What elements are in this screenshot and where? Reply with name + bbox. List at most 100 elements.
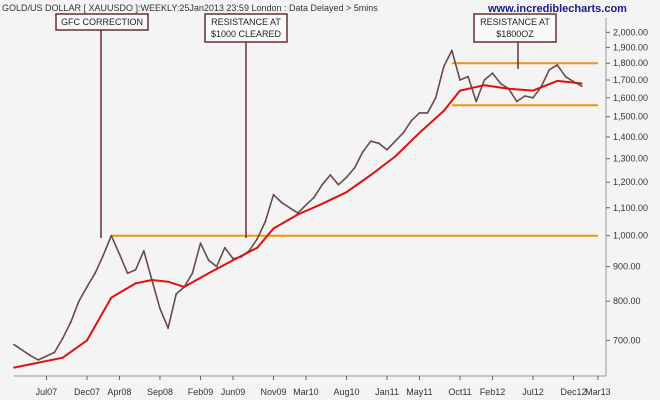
moving-average-point [61,356,64,359]
moving-average-point [13,366,15,369]
x-tick-label: Jul07 [36,387,58,397]
price-point [434,96,437,99]
price-point [272,193,275,196]
price-point [515,100,518,103]
price-point [199,242,202,245]
moving-average-point [556,80,559,82]
y-tick-label: 1,500.00 [613,112,648,122]
y-tick-label: 1,700.00 [613,75,648,85]
price-point [29,354,32,357]
x-tick-label: Feb12 [480,387,506,397]
x-tick-label: Mar13 [585,387,611,397]
price-point [548,68,551,71]
x-tick-label: Mar10 [293,387,319,397]
price-point [394,140,397,143]
annotation-text: RESISTANCE AT [480,17,550,27]
y-tick-label: 700.00 [613,335,641,345]
moving-average-point [151,279,153,281]
price-point [215,265,218,268]
price-point [134,269,137,271]
price-point [13,343,15,346]
annotation-box [473,13,557,43]
price-point [353,167,356,169]
moving-average-point [442,110,445,112]
price-point [426,112,429,114]
moving-average-point [183,286,186,288]
moving-average-point [86,339,88,342]
price-point [402,131,405,134]
price-point [580,85,583,87]
price-point [313,196,315,199]
plot-area: 700.00 800.00 900.00 1,000.00 1,100.00 1,200.… [13,13,648,397]
price-point [345,176,348,179]
price-point [280,201,283,204]
price-point [337,183,340,186]
moving-average-point [272,227,275,230]
price-point [102,254,105,257]
price-point [288,206,291,209]
price-point [556,64,559,66]
x-tick-label: Nov09 [260,387,286,397]
x-tick-label: Feb09 [188,387,214,397]
y-tick-label: 1,400.00 [613,132,648,142]
price-point [564,75,567,78]
annotation-text: $1800OZ [496,29,534,39]
price-point [386,148,388,151]
x-tick-label: Apr08 [107,387,131,397]
price-point [53,351,56,354]
price-point [451,49,453,52]
price-point [167,327,170,329]
price-point [499,82,502,85]
y-tick-label: 1,200.00 [613,177,648,187]
annotation-text: GFC CORRECTION [61,17,143,27]
price-point [37,359,40,361]
price-point [94,272,96,275]
y-tick-label: 1,300.00 [613,154,648,164]
price-point [459,79,461,81]
price-point [69,321,72,323]
price-point [410,119,413,122]
annotation-text: $1000 CLEARED [211,29,282,39]
moving-average-point [532,89,534,92]
x-tick-label: Aug10 [333,387,359,397]
price-point [256,237,259,240]
moving-average-point [459,89,461,92]
x-tick-label: Sep08 [147,387,173,397]
moving-average-point [483,84,486,87]
price-point [207,259,210,262]
price-point [361,151,364,153]
chart-header-title: GOLD/US DOLLAR [ XAUUSDO ]:WEEKLY:25Jan2… [2,3,378,13]
price-point [86,286,88,288]
y-tick-label: 1,000.00 [613,231,648,241]
price-point [264,220,267,223]
moving-average-point [418,131,421,134]
annotation-box [55,13,149,31]
annotation-box [204,13,288,43]
x-tick-label: Oct11 [448,387,471,397]
y-tick-label: 1,900.00 [613,42,648,52]
price-point [329,174,332,176]
price-point [118,253,121,255]
y-tick-label: 2,000.00 [613,27,648,37]
price-point [321,183,324,186]
moving-average-point [507,87,510,90]
moving-average-point [296,213,299,216]
price-point [223,246,226,249]
price-point [467,75,469,78]
moving-average-point [256,246,259,249]
moving-average-point [232,259,234,262]
price-point [475,100,478,103]
price-point [532,96,534,99]
x-tick-label: Jun09 [221,387,246,397]
y-tick-label: 1,800.00 [613,58,648,68]
price-point [524,95,526,97]
moving-average-point [207,272,210,275]
price-point [369,140,372,143]
moving-average-point [321,202,324,205]
y-tick-label: 800.00 [613,296,641,306]
y-tick-label: 900.00 [613,262,641,272]
moving-average-point [369,174,372,176]
annotation-text: RESISTANCE AT [211,17,281,27]
price-point [175,293,178,295]
